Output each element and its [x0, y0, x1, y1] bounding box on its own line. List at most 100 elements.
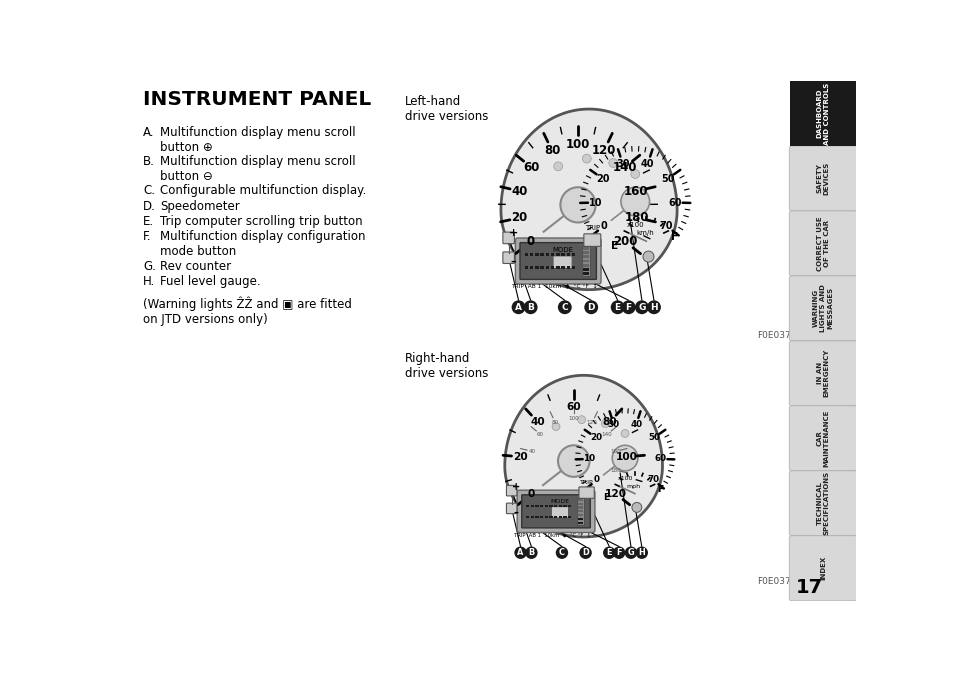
Bar: [560, 266, 564, 269]
Bar: [530, 516, 534, 518]
Text: 50: 50: [647, 433, 659, 442]
Bar: [549, 516, 552, 518]
Circle shape: [646, 300, 660, 314]
Bar: [582, 247, 588, 250]
Text: 60: 60: [537, 432, 543, 437]
Bar: [582, 264, 588, 267]
Bar: [571, 266, 575, 269]
Text: 100: 100: [565, 138, 590, 151]
Bar: [558, 505, 561, 507]
Text: F: F: [656, 485, 662, 494]
Text: A: A: [517, 548, 523, 558]
Bar: [560, 253, 564, 256]
Text: WARNING
LIGHTS AND
MESSAGES: WARNING LIGHTS AND MESSAGES: [812, 284, 832, 332]
Text: 120: 120: [591, 144, 616, 157]
Text: 80: 80: [543, 144, 559, 157]
Text: 180: 180: [623, 211, 648, 224]
Text: 160: 160: [609, 449, 620, 454]
Bar: [578, 522, 583, 524]
Text: TRIP: TRIP: [579, 480, 593, 485]
Bar: [550, 266, 554, 269]
Bar: [539, 266, 543, 269]
Text: B: B: [528, 548, 534, 558]
FancyBboxPatch shape: [551, 507, 568, 518]
Bar: [535, 505, 538, 507]
Text: A.: A.: [143, 126, 154, 138]
Text: G: G: [627, 548, 634, 558]
Text: 0: 0: [526, 235, 535, 248]
Text: 120: 120: [604, 489, 626, 499]
Text: 140: 140: [601, 432, 612, 437]
Text: 70: 70: [646, 475, 659, 485]
Text: 120: 120: [586, 420, 597, 425]
Text: F: F: [616, 548, 621, 558]
Circle shape: [602, 547, 615, 559]
Bar: [568, 516, 571, 518]
Text: 20: 20: [596, 173, 609, 184]
Text: 140: 140: [612, 161, 637, 174]
Text: 60: 60: [522, 161, 539, 174]
Text: SAFETY
DEVICES: SAFETY DEVICES: [816, 162, 829, 195]
Text: Multifunction display configuration
mode button: Multifunction display configuration mode…: [160, 230, 365, 259]
Bar: [556, 266, 559, 269]
Text: 40: 40: [530, 416, 544, 427]
Circle shape: [630, 169, 639, 178]
Text: G.: G.: [143, 260, 156, 273]
Text: B: B: [527, 303, 534, 312]
FancyBboxPatch shape: [502, 252, 514, 263]
Text: 100: 100: [616, 452, 638, 462]
Text: H.: H.: [143, 275, 155, 288]
Circle shape: [523, 300, 537, 314]
Bar: [563, 505, 566, 507]
Bar: [582, 268, 588, 271]
Text: 20: 20: [589, 433, 601, 442]
Circle shape: [558, 446, 589, 477]
Bar: [539, 505, 542, 507]
Text: 0: 0: [594, 475, 599, 485]
Text: mph: mph: [625, 484, 639, 489]
Text: Left-hand
drive versions: Left-hand drive versions: [405, 95, 488, 123]
Text: F.: F.: [143, 230, 152, 244]
Circle shape: [525, 547, 537, 559]
Text: +: +: [508, 228, 517, 238]
FancyBboxPatch shape: [517, 490, 595, 533]
Text: A: A: [515, 303, 521, 312]
FancyBboxPatch shape: [506, 503, 517, 514]
FancyBboxPatch shape: [521, 495, 590, 528]
Text: G: G: [638, 303, 645, 312]
Text: 40: 40: [528, 449, 536, 454]
Bar: [578, 503, 583, 505]
FancyBboxPatch shape: [788, 536, 856, 601]
Text: IN AN
EMERGENCY: IN AN EMERGENCY: [816, 349, 829, 398]
Text: 17: 17: [795, 578, 821, 597]
Text: TECHNICAL
SPECIFICATIONS: TECHNICAL SPECIFICATIONS: [816, 471, 829, 535]
Bar: [544, 516, 547, 518]
Text: Rev counter: Rev counter: [160, 260, 231, 273]
Circle shape: [583, 300, 598, 314]
Text: E: E: [611, 240, 618, 250]
FancyBboxPatch shape: [502, 232, 514, 244]
Bar: [578, 514, 583, 516]
Circle shape: [612, 547, 624, 559]
Bar: [554, 516, 557, 518]
Bar: [524, 253, 528, 256]
Text: 10: 10: [588, 198, 601, 207]
Bar: [789, 81, 856, 146]
Text: 70: 70: [659, 221, 673, 231]
Text: 40: 40: [629, 420, 641, 429]
Polygon shape: [500, 109, 677, 290]
Bar: [549, 505, 552, 507]
Circle shape: [635, 300, 648, 314]
Circle shape: [642, 251, 654, 262]
Circle shape: [578, 547, 591, 559]
FancyBboxPatch shape: [578, 487, 594, 498]
Text: +: +: [511, 482, 519, 491]
Text: –: –: [513, 508, 517, 517]
Bar: [563, 516, 566, 518]
Text: 0: 0: [600, 221, 607, 231]
FancyBboxPatch shape: [553, 256, 572, 269]
Text: TRIP  AB 1  10km  ◆  °C °F  ↕: TRIP AB 1 10km ◆ °C °F ↕: [514, 533, 591, 537]
Bar: [545, 266, 549, 269]
Text: 160: 160: [623, 185, 648, 198]
Circle shape: [635, 547, 647, 559]
